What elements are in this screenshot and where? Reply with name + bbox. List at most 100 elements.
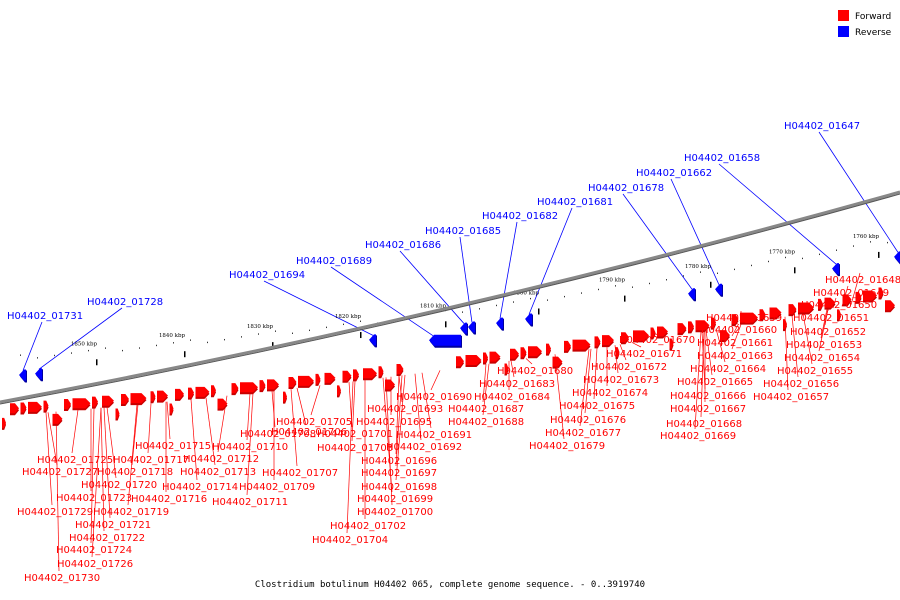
forward-gene-glyph — [720, 330, 730, 343]
forward-gene-glyph — [594, 336, 601, 349]
reverse-gene-label: H04402_01658 — [684, 153, 760, 164]
forward-gene-glyph — [396, 364, 404, 377]
genome-backbone — [0, 190, 900, 404]
tick-dot — [173, 342, 174, 344]
forward-gene-label: H04402_01656 — [763, 379, 839, 390]
forward-gene-label: H04402_01668 — [666, 419, 742, 430]
forward-gene-glyph — [102, 395, 114, 408]
tick-dot — [632, 286, 633, 288]
tick-mark — [538, 308, 540, 315]
tick-label: 1780 kbp — [685, 264, 712, 270]
forward-label-connector — [850, 272, 861, 305]
forward-gene-glyph — [92, 396, 98, 409]
tick-mark — [878, 251, 880, 258]
forward-gene-label: H04402_01648 — [825, 275, 900, 286]
forward-gene-label: H04402_01710 — [212, 442, 288, 453]
forward-gene-label: H04402_01715 — [135, 441, 211, 452]
forward-label-connector — [584, 348, 592, 414]
forward-gene-label: H04402_01660 — [701, 325, 777, 336]
forward-gene-label: H04402_01718 — [97, 467, 173, 478]
reverse-gene-label: H04402_01662 — [636, 168, 712, 179]
tick-dot — [462, 311, 463, 313]
forward-label-connector — [731, 324, 739, 337]
forward-label-connector — [694, 331, 702, 430]
forward-gene-glyph — [731, 314, 739, 327]
reverse-gene-label: H04402_01686 — [365, 240, 441, 251]
tick-label: 1790 kbp — [599, 278, 626, 284]
forward-gene-glyph — [769, 307, 782, 320]
forward-gene-glyph — [175, 388, 184, 401]
forward-gene-label: H04402_01663 — [697, 351, 773, 362]
forward-gene-label: H04402_01667 — [670, 404, 746, 415]
forward-gene-label: H04402_01704 — [312, 535, 388, 546]
tick-dot — [326, 326, 327, 329]
forward-gene-glyph — [572, 339, 591, 352]
forward-gene-glyph — [315, 373, 321, 386]
forward-gene-glyph — [217, 398, 228, 411]
tick-dot — [666, 279, 667, 281]
reverse-gene-label: H04402_01682 — [482, 211, 558, 222]
forward-gene-label: H04402_01723 — [56, 493, 132, 504]
forward-label-connector — [414, 373, 422, 441]
forward-gene-label: H04402_01724 — [56, 545, 132, 556]
forward-gene-glyph — [788, 304, 797, 317]
forward-gene-label: H04402_01666 — [670, 391, 746, 402]
tick-dot — [122, 349, 123, 352]
forward-gene-label: H04402_01700 — [357, 507, 433, 518]
forward-label-connector — [246, 393, 251, 441]
tick-dot — [54, 354, 55, 357]
reverse-gene-glyph — [832, 263, 840, 277]
forward-gene-label: H04402_01721 — [75, 520, 151, 531]
forward-gene-glyph — [546, 343, 551, 356]
forward-label-connector — [351, 381, 356, 442]
forward-label-connector — [395, 374, 406, 481]
forward-gene-label: H04402_01661 — [697, 338, 773, 349]
tick-mark — [96, 359, 98, 366]
forward-gene-label: H04402_01671 — [606, 349, 682, 360]
forward-gene-glyph — [483, 352, 488, 365]
tick-label: 1830 kbp — [247, 324, 274, 330]
forward-gene-label: H04402_01699 — [357, 494, 433, 505]
forward-gene-label: H04402_01717 — [113, 455, 189, 466]
forward-gene-glyph — [10, 403, 19, 416]
forward-gene-glyph — [818, 298, 823, 311]
reverse-gene-glyph — [894, 251, 900, 265]
tick-dot — [88, 349, 89, 352]
forward-gene-glyph — [456, 356, 464, 369]
reverse-gene-glyph — [525, 313, 533, 327]
forward-gene-glyph — [363, 368, 377, 381]
forward-gene-glyph — [169, 403, 174, 416]
tick-dot — [734, 268, 735, 271]
reverse-gene-glyph — [429, 334, 462, 348]
tick-label: 1840 kbp — [159, 333, 186, 339]
legend-forward-label: Forward — [855, 12, 891, 22]
reverse-label-connector — [38, 307, 123, 370]
tick-dot — [785, 256, 786, 259]
forward-label-connector — [47, 412, 58, 466]
forward-gene-label: H04402_01650 — [801, 300, 877, 311]
forward-gene-glyph — [283, 391, 287, 404]
tick-dot — [71, 352, 72, 354]
tick-label: 1770 kbp — [769, 249, 796, 255]
forward-gene-glyph — [510, 348, 519, 361]
reverse-label-connector — [528, 207, 573, 315]
forward-label-connector — [296, 387, 307, 426]
reverse-gene-glyph — [460, 322, 468, 336]
forward-gene-glyph — [688, 321, 694, 334]
tick-dot — [819, 253, 820, 256]
tick-dot — [360, 320, 361, 322]
forward-label-connector — [346, 381, 354, 534]
forward-gene-label: H04402_01680 — [497, 366, 573, 377]
forward-gene-label: H04402_01664 — [690, 364, 766, 375]
forward-label-connector — [631, 342, 642, 348]
reverse-gene-label: H04402_01685 — [425, 226, 501, 237]
forward-gene-label: H04402_01655 — [777, 366, 853, 377]
forward-gene-glyph — [798, 302, 814, 315]
tick-dot — [853, 245, 854, 247]
forward-gene-label: H04402_01701 — [317, 429, 393, 440]
forward-gene-label: H04402_01669 — [660, 431, 736, 442]
reverse-label-connector — [622, 193, 693, 290]
forward-gene-glyph — [520, 347, 527, 360]
forward-label-connector — [205, 397, 216, 466]
tick-dot — [870, 241, 871, 243]
